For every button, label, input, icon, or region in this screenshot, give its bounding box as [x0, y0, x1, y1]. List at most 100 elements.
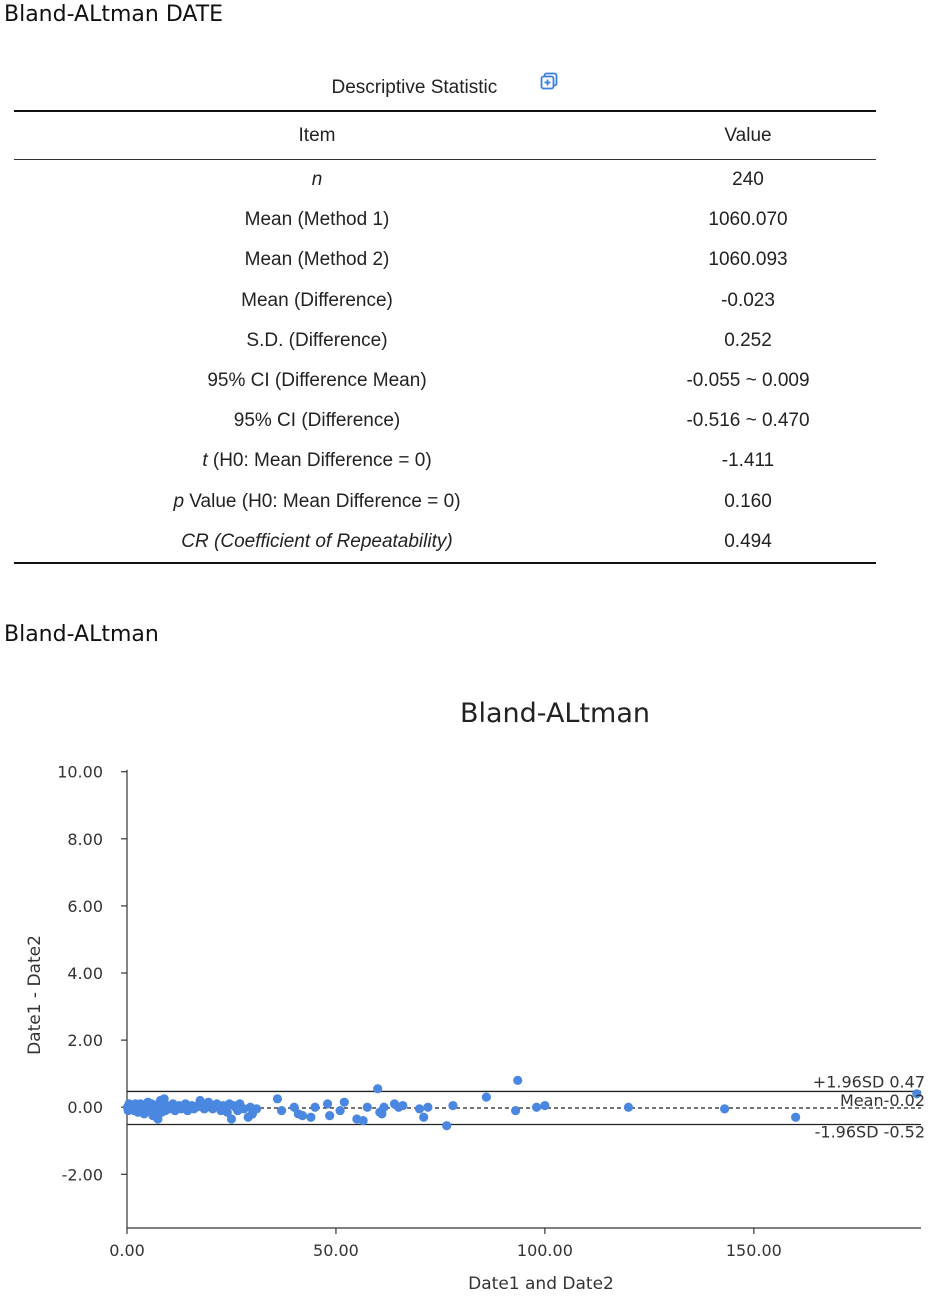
- data-point: [373, 1084, 383, 1094]
- table-row: Mean (Method 1) 1060.070: [14, 200, 876, 240]
- data-point: [540, 1100, 550, 1111]
- data-points: [122, 1075, 922, 1131]
- item-symbol: p: [173, 490, 185, 512]
- row-value: -0.055 ~ 0.009: [686, 370, 810, 392]
- data-point: [362, 1102, 372, 1112]
- data-point: [272, 1094, 283, 1104]
- row-value: 0.494: [620, 521, 876, 564]
- table-row: 95% CI (Difference) -0.516 ~ 0.470: [14, 401, 876, 441]
- data-point: [414, 1104, 425, 1114]
- data-point: [442, 1121, 452, 1131]
- row-item-label: 95% CI (Difference Mean): [14, 361, 620, 401]
- data-point: [379, 1102, 389, 1112]
- data-point: [791, 1112, 801, 1122]
- item-text: (Coefficient of Repeatability): [208, 530, 453, 552]
- item-text: Mean (Method 1): [244, 209, 390, 231]
- data-point: [325, 1111, 335, 1121]
- table-row: 95% CI (Difference Mean) -0.055 ~ 0.009: [14, 361, 876, 401]
- data-point: [226, 1114, 237, 1124]
- row-item-label: S.D. (Difference): [14, 321, 620, 361]
- data-point: [310, 1102, 320, 1112]
- table-caption-text: Descriptive Statistic: [331, 77, 498, 99]
- row-value: 1060.093: [708, 249, 788, 271]
- data-point: [513, 1075, 523, 1085]
- row-item-label: n: [14, 160, 620, 201]
- item-symbol: CR: [181, 530, 209, 552]
- data-point: [912, 1089, 922, 1099]
- data-point: [289, 1102, 299, 1112]
- item-symbol: n: [311, 169, 323, 191]
- data-point: [358, 1116, 368, 1126]
- reference-lines: [127, 1090, 921, 1126]
- data-point: [481, 1092, 491, 1102]
- x-axis-label: Date1 and Date2: [468, 1274, 614, 1294]
- y-tick-label: 10.00: [57, 763, 103, 782]
- table-row: S.D. (Difference) 0.252: [14, 321, 876, 361]
- table-caption: Descriptive Statistic: [14, 70, 876, 110]
- item-text: (H0: Mean Difference = 0): [207, 450, 432, 472]
- data-point: [251, 1104, 262, 1114]
- data-point: [277, 1105, 287, 1116]
- item-text: Mean (Method 2): [244, 249, 390, 271]
- x-tick-label: 50.00: [313, 1241, 359, 1260]
- reference-line-label: +1.96SD 0.47: [813, 1072, 925, 1091]
- item-text: 95% CI (Difference Mean): [207, 370, 427, 392]
- item-text: Mean (Difference): [241, 289, 393, 311]
- header-item: Item: [14, 110, 620, 160]
- data-point: [448, 1100, 458, 1111]
- row-value: -1.411: [721, 450, 775, 472]
- table-row: t (H0: Mean Difference = 0) -1.411: [14, 441, 876, 481]
- row-item-label: t (H0: Mean Difference = 0): [14, 441, 620, 481]
- y-tick-label: 8.00: [67, 830, 103, 849]
- reference-line-label: -1.96SD -0.52: [815, 1123, 925, 1142]
- item-symbol: t: [202, 450, 208, 472]
- row-value: 0.160: [724, 490, 772, 512]
- row-value: 0.252: [724, 329, 772, 351]
- section-title-chart: Bland-ALtman: [4, 622, 159, 647]
- y-tick-label: 0.00: [67, 1098, 103, 1117]
- y-tick-label: 2.00: [67, 1031, 103, 1050]
- descriptive-statistics-table: Descriptive Statistic Item Value n 240 Mea…: [14, 70, 876, 564]
- row-value: 1060.070: [708, 209, 788, 231]
- data-point: [306, 1112, 316, 1122]
- axes: 10.00 8.00 6.00 4.00 2.00 0.00 -2.00 0.00 50.00 1…: [57, 763, 921, 1260]
- data-point: [322, 1099, 333, 1109]
- row-item-label: p Value (H0: Mean Difference = 0): [14, 482, 620, 522]
- header-value: Value: [620, 110, 876, 160]
- x-tick-label: 100.00: [517, 1241, 573, 1260]
- table-row: Mean (Difference) -0.023: [14, 281, 876, 321]
- table-row: Mean (Method 2) 1060.093: [14, 240, 876, 280]
- data-point: [419, 1112, 429, 1122]
- row-value: 240: [732, 169, 764, 191]
- data-point: [297, 1111, 308, 1121]
- item-text: S.D. (Difference): [246, 329, 388, 351]
- data-point: [153, 1114, 163, 1124]
- row-value: -0.023: [721, 289, 775, 311]
- y-tick-label: 6.00: [67, 897, 103, 916]
- row-value: -0.516 ~ 0.470: [686, 410, 810, 432]
- bland-altman-chart: Bland-ALtman Date1 - Date2 Date1 and Dat…: [25, 698, 925, 1294]
- reference-line-label: Mean-0.02: [840, 1091, 925, 1110]
- item-text: Value (H0: Mean Difference = 0): [184, 490, 461, 512]
- y-tick-label: 4.00: [67, 964, 103, 983]
- row-item-label: 95% CI (Difference): [14, 401, 620, 441]
- data-point: [423, 1102, 433, 1112]
- data-point: [623, 1102, 634, 1112]
- data-point: [222, 1107, 232, 1117]
- table-row: CR (Coefficient of Repeatability) 0.494: [14, 521, 876, 564]
- y-axis-label: Date1 - Date2: [25, 935, 45, 1055]
- data-point: [719, 1104, 730, 1114]
- data-point: [511, 1105, 521, 1116]
- x-tick-label: 0.00: [109, 1241, 145, 1260]
- expand-copy-icon[interactable]: [539, 68, 559, 104]
- row-item-label: Mean (Difference): [14, 281, 620, 321]
- data-point: [339, 1097, 349, 1107]
- x-tick-label: 150.00: [726, 1241, 782, 1260]
- table-row: n 240: [14, 160, 876, 201]
- item-text: 95% CI (Difference): [233, 410, 401, 432]
- data-point: [531, 1102, 542, 1112]
- row-item-label: Mean (Method 1): [14, 200, 620, 240]
- data-point: [398, 1100, 408, 1111]
- chart-title: Bland-ALtman: [460, 698, 650, 729]
